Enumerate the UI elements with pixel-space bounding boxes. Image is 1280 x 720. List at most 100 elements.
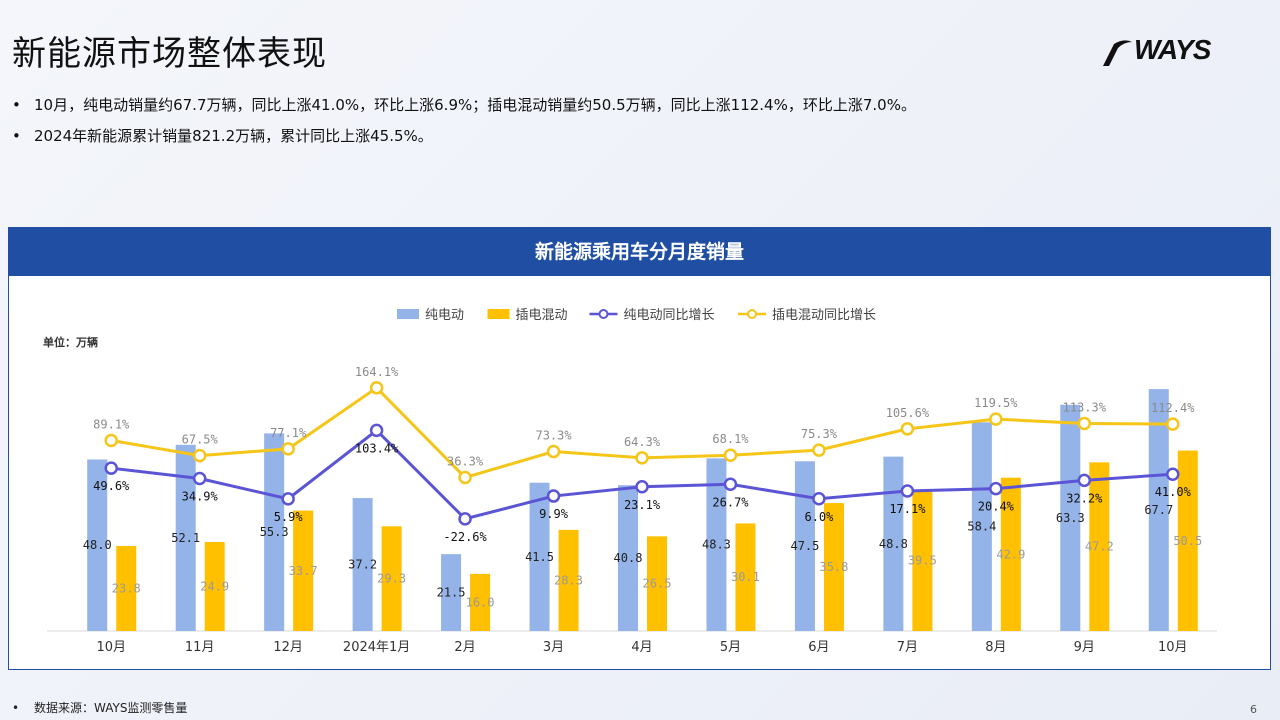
x-tick-label-7: 5月 bbox=[720, 640, 741, 655]
line-point-1-4 bbox=[458, 470, 472, 485]
bar-label-phev-11: 47.2 bbox=[1085, 540, 1114, 554]
line-point-0-8 bbox=[812, 492, 826, 506]
bar-bev-5 bbox=[529, 482, 550, 631]
line-point-1-5 bbox=[546, 444, 561, 459]
x-tick-label-2: 12月 bbox=[273, 640, 303, 655]
bar-label-bev-6: 40.8 bbox=[614, 551, 643, 565]
line-point-1-10 bbox=[989, 412, 1003, 426]
bar-phev-0 bbox=[116, 545, 137, 631]
line-label-0-2: 5.9% bbox=[274, 510, 304, 524]
bar-label-bev-0: 48.0 bbox=[83, 538, 112, 552]
bar-bev-7 bbox=[706, 458, 727, 631]
x-tick-label-11: 9月 bbox=[1074, 640, 1095, 655]
line-point-0-3 bbox=[369, 423, 384, 438]
line-point-0-4 bbox=[458, 512, 472, 526]
summary-bullet-text: 2024年新能源累计销量821.2万辆，累计同比上涨45.5%。 bbox=[34, 127, 433, 145]
x-tick-label-5: 3月 bbox=[543, 640, 564, 655]
line-label-1-5: 73.3% bbox=[535, 429, 572, 443]
line-point-0-7 bbox=[723, 477, 738, 492]
bar-bev-1 bbox=[175, 444, 196, 631]
line-point-1-9 bbox=[900, 422, 915, 436]
x-tick-label-3: 2024年1月 bbox=[343, 640, 410, 655]
bar-label-bev-10: 58.4 bbox=[967, 520, 996, 534]
line-point-0-10 bbox=[989, 481, 1003, 496]
bar-bev-11 bbox=[1060, 404, 1081, 631]
bar-label-phev-12: 50.5 bbox=[1173, 534, 1202, 548]
legend-label-2: 纯电动同比增长 bbox=[624, 308, 715, 323]
bar-phev-7 bbox=[735, 523, 756, 631]
line-label-0-7: 26.7% bbox=[712, 495, 749, 509]
legend-marker-3 bbox=[747, 309, 757, 319]
bullet-mark: • bbox=[12, 127, 21, 145]
line-label-1-10: 119.5% bbox=[974, 396, 1018, 410]
line-label-1-8: 75.3% bbox=[801, 427, 838, 441]
line-label-0-9: 17.1% bbox=[889, 502, 926, 516]
bar-label-bev-12: 67.7 bbox=[1144, 503, 1173, 517]
line-point-1-11 bbox=[1077, 416, 1092, 431]
legend-label-3: 插电混动同比增长 bbox=[772, 308, 876, 323]
line-label-1-12: 112.4% bbox=[1151, 401, 1195, 415]
bar-phev-2 bbox=[293, 510, 314, 631]
line-point-1-2 bbox=[281, 442, 295, 456]
bar-phev-6 bbox=[647, 536, 667, 631]
line-label-1-7: 68.1% bbox=[712, 432, 749, 446]
line-point-1-6 bbox=[635, 451, 649, 465]
line-label-0-11: 32.2% bbox=[1066, 491, 1103, 505]
page-number: 6 bbox=[1250, 703, 1257, 716]
line-label-0-12: 41.0% bbox=[1155, 485, 1192, 499]
bullet-mark: • bbox=[12, 96, 21, 114]
data-source-text: 数据来源：WAYS监测零售量 bbox=[34, 701, 188, 715]
line-label-0-8: 6.0% bbox=[804, 510, 834, 524]
bar-label-bev-5: 41.5 bbox=[525, 550, 554, 564]
x-tick-label-4: 2月 bbox=[454, 640, 475, 655]
line-point-0-5 bbox=[546, 489, 561, 503]
bar-label-phev-8: 35.8 bbox=[819, 560, 848, 574]
bar-bev-2 bbox=[264, 433, 285, 631]
chart-panel: 新能源乘用车分月度销量 单位：万辆 纯电动 插电混动 纯电动同比增长 插电混动同比增长 4… bbox=[8, 227, 1271, 670]
line-point-0-9 bbox=[900, 484, 915, 498]
bar-label-phev-9: 39.5 bbox=[908, 553, 937, 567]
bar-label-phev-0: 23.8 bbox=[112, 581, 141, 595]
bar-label-phev-4: 16.0 bbox=[466, 595, 495, 609]
line-point-1-7 bbox=[723, 448, 738, 462]
line-label-1-0: 89.1% bbox=[93, 417, 130, 431]
ways-logo-text: WAYS bbox=[1134, 34, 1211, 65]
data-source-note: • 数据来源：WAYS监测零售量 bbox=[12, 699, 187, 716]
bar-bev-12 bbox=[1148, 389, 1169, 631]
line-point-0-12 bbox=[1166, 467, 1180, 481]
line-label-1-9: 105.6% bbox=[886, 406, 930, 420]
x-tick-label-1: 11月 bbox=[185, 640, 215, 655]
legend-label-1: 插电混动 bbox=[516, 308, 568, 323]
chart-title: 新能源乘用车分月度销量 bbox=[9, 228, 1270, 276]
legend-marker-2 bbox=[598, 309, 609, 319]
line-label-0-3: 103.4% bbox=[355, 441, 399, 455]
line-point-0-11 bbox=[1077, 473, 1092, 488]
bar-label-phev-1: 24.9 bbox=[200, 580, 229, 594]
line-label-1-11: 113.3% bbox=[1063, 400, 1107, 414]
x-tick-label-9: 7月 bbox=[897, 640, 918, 655]
bar-phev-12 bbox=[1177, 450, 1198, 631]
bar-label-bev-11: 63.3 bbox=[1056, 511, 1085, 525]
line-label-1-4: 36.3% bbox=[447, 455, 484, 469]
line-point-1-12 bbox=[1166, 417, 1180, 431]
summary-bullets: • 10月，纯电动销量约67.7万辆，同比上涨41.0%，环比上涨6.9%；插电混… bbox=[12, 90, 916, 152]
bar-label-bev-1: 52.1 bbox=[171, 531, 200, 545]
bar-label-bev-7: 48.3 bbox=[702, 538, 731, 552]
page-title: 新能源市场整体表现 bbox=[12, 34, 327, 74]
bar-bev-6 bbox=[618, 485, 638, 631]
line-point-1-1 bbox=[192, 448, 207, 463]
line-label-1-6: 64.3% bbox=[624, 435, 661, 449]
x-tick-label-6: 4月 bbox=[631, 640, 652, 655]
bar-label-bev-8: 47.5 bbox=[790, 539, 819, 553]
line-point-1-3 bbox=[369, 381, 384, 395]
bar-phev-8 bbox=[823, 503, 844, 631]
x-tick-label-0: 10月 bbox=[96, 640, 126, 655]
bar-label-bev-4: 21.5 bbox=[437, 586, 466, 600]
legend-swatch-1 bbox=[487, 309, 510, 319]
bar-label-bev-9: 48.8 bbox=[879, 537, 908, 551]
bar-phev-3 bbox=[381, 526, 402, 631]
line-point-1-0 bbox=[104, 433, 118, 448]
bar-bev-4 bbox=[441, 554, 462, 631]
bar-phev-5 bbox=[558, 529, 579, 631]
line-label-0-6: 23.1% bbox=[624, 498, 661, 512]
